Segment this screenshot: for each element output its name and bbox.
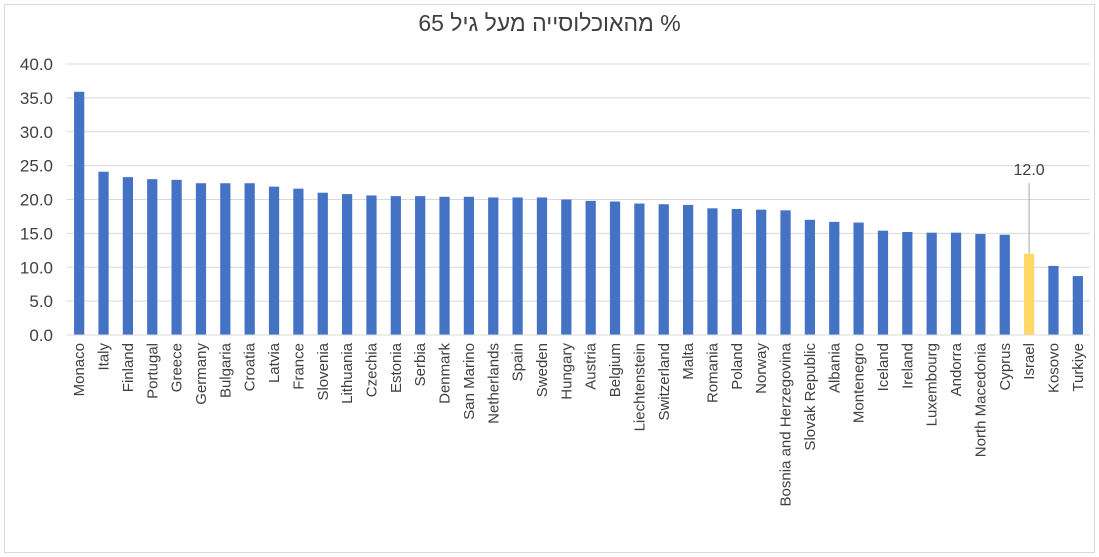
x-tick-label: Spain [510, 343, 527, 381]
chart-frame [4, 4, 1095, 553]
x-tick-label: Iceland [875, 343, 892, 391]
y-tick-label: 40.0 [20, 55, 53, 74]
x-tick-label: Ireland [899, 343, 916, 389]
bar [1072, 276, 1083, 335]
x-tick-label: Netherlands [485, 343, 502, 424]
x-tick-label: Lithuania [339, 342, 356, 404]
chart-title: % מהאוכלוסייה מעל גיל 65 [418, 10, 681, 36]
x-tick-label: Andorra [948, 342, 965, 396]
bar [512, 197, 523, 335]
x-tick-label: Croatia [242, 342, 259, 391]
bar [439, 196, 450, 335]
x-tick-label: Albania [826, 342, 843, 393]
x-tick-label: Norway [753, 343, 770, 394]
bar [950, 232, 962, 335]
bar [682, 204, 694, 335]
bar [707, 208, 718, 335]
bar [634, 203, 645, 335]
bar [804, 219, 816, 335]
bar [74, 91, 85, 335]
bar [122, 177, 134, 335]
bar [609, 201, 621, 335]
bar [780, 210, 791, 335]
bar [1023, 253, 1035, 335]
x-tick-label: France [290, 343, 307, 390]
x-tick-label: Slovenia [315, 342, 332, 400]
bar [756, 209, 767, 335]
bar [975, 234, 986, 335]
bar [390, 196, 401, 335]
x-tick-label: Montenegro [851, 343, 868, 423]
x-tick-label: Cyprus [997, 343, 1014, 391]
bar [220, 183, 231, 335]
x-tick-label: Sweden [534, 343, 551, 397]
y-tick-label: 5.0 [29, 292, 53, 311]
bar [585, 200, 596, 335]
x-tick-label: Italy [96, 343, 113, 371]
bar [561, 199, 572, 335]
x-tick-label: Monaco [71, 343, 88, 396]
x-tick-label: San Marino [461, 343, 478, 420]
bar [195, 183, 207, 335]
x-tick-label: Luxembourg [924, 343, 941, 426]
y-tick-label: 35.0 [20, 89, 53, 108]
bar [536, 197, 548, 335]
x-tick-label: Switzerland [656, 343, 673, 421]
x-tick-label: Greece [169, 343, 186, 392]
x-tick-label: Malta [680, 342, 697, 379]
x-tick-label: Finland [120, 343, 137, 392]
x-tick-label: Turkiye [1070, 343, 1087, 392]
bar [658, 204, 669, 335]
y-tick-label: 25.0 [20, 157, 53, 176]
x-tick-label: Czechia [363, 342, 380, 397]
bar [853, 222, 864, 335]
y-tick-label: 0.0 [29, 326, 53, 345]
x-tick-label: Poland [729, 343, 746, 390]
bar [902, 232, 913, 335]
bar [317, 192, 328, 335]
x-tick-label: Denmark [437, 343, 454, 404]
bar [244, 183, 255, 335]
bar [999, 234, 1010, 335]
x-tick-label: Liechtenstein [631, 343, 648, 431]
x-tick-label: Bosnia and Herzegovina [778, 342, 795, 506]
x-tick-label: Latvia [266, 342, 283, 383]
bar [147, 179, 158, 335]
bar [366, 195, 377, 335]
x-tick-label: North Macedonia [972, 342, 989, 457]
bar [341, 194, 353, 335]
bar [268, 186, 280, 335]
x-tick-label: Bulgaria [217, 342, 234, 398]
x-tick-label: Romania [704, 342, 721, 403]
bar [829, 221, 840, 335]
bar [1048, 265, 1059, 335]
bar [926, 232, 937, 335]
bar [731, 208, 742, 335]
bar [171, 179, 182, 335]
bar [415, 196, 426, 335]
x-tick-label: Austria [583, 342, 600, 389]
y-tick-label: 15.0 [20, 224, 53, 243]
bar [463, 196, 475, 335]
bar [877, 230, 889, 335]
x-tick-label: Slovak Republic [802, 343, 819, 451]
bar [488, 197, 499, 335]
y-tick-label: 10.0 [20, 258, 53, 277]
y-tick-label: 20.0 [20, 191, 53, 210]
x-tick-label: Hungary [558, 343, 575, 400]
x-tick-label: Kosovo [1045, 343, 1062, 393]
x-tick-label: Serbia [412, 342, 429, 386]
x-tick-label: Portugal [144, 343, 161, 399]
data-label: 12.0 [1014, 162, 1045, 179]
bar [293, 188, 304, 335]
x-tick-label: Estonia [388, 342, 405, 393]
x-tick-label: Israel [1021, 343, 1038, 380]
x-tick-label: Germany [193, 343, 210, 405]
bar [98, 171, 109, 335]
x-tick-label: Belgium [607, 343, 624, 397]
y-tick-label: 30.0 [20, 123, 53, 142]
